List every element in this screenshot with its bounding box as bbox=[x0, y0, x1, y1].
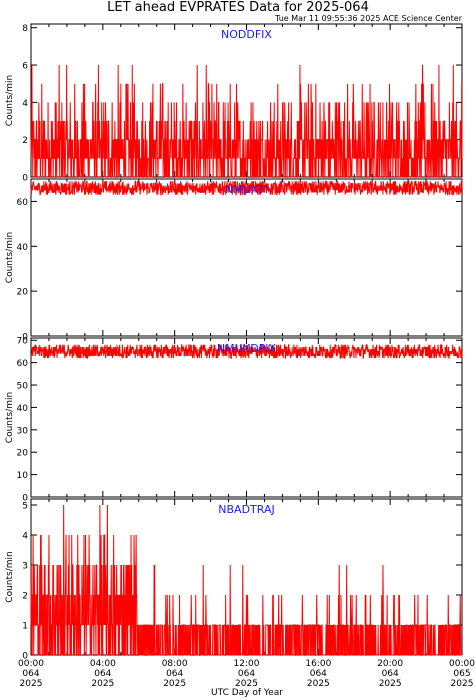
x-tick-label: 2025 bbox=[379, 679, 402, 689]
x-tick-label: 064 bbox=[22, 669, 39, 679]
y-tick-label: 2 bbox=[22, 592, 28, 602]
x-tick-label: 2025 bbox=[235, 679, 258, 689]
x-tick-label: 2025 bbox=[20, 679, 43, 689]
series-label: NODDFIX bbox=[221, 28, 272, 41]
series-label: NMUXDPIX bbox=[217, 342, 277, 355]
y-axis-label: Counts/min bbox=[5, 551, 15, 602]
x-tick-label: 064 bbox=[382, 669, 399, 679]
series-line bbox=[30, 344, 463, 359]
x-tick-label: 16:00 bbox=[305, 659, 331, 669]
figure-subtitle: Tue Mar 11 09:55:36 2025 ACE Science Cen… bbox=[274, 14, 463, 23]
y-tick-label: 6 bbox=[22, 62, 28, 72]
y-tick-label: 30 bbox=[17, 426, 29, 436]
x-tick-label: 065 bbox=[453, 669, 470, 679]
panel-1: 0 20 40 60 Counts/min NMUXTI bbox=[5, 178, 463, 343]
panel-3: 0 1 2 3 4 5 Counts/min NBADTRAJ bbox=[5, 498, 463, 662]
y-tick-label: 40 bbox=[17, 404, 29, 414]
x-axis-label: UTC Day of Year bbox=[211, 688, 283, 698]
y-axis-label: Counts/min bbox=[5, 232, 15, 283]
x-tick-label: 064 bbox=[238, 669, 255, 679]
y-axis-label: Counts/min bbox=[5, 75, 15, 126]
y-tick-label: 3 bbox=[22, 562, 28, 572]
y-tick-label: 0 bbox=[22, 494, 28, 504]
x-tick-label: 064 bbox=[94, 669, 111, 679]
x-tick-label: 20:00 bbox=[377, 659, 403, 669]
y-tick-label: 10 bbox=[17, 471, 29, 481]
panel-frame bbox=[30, 178, 463, 337]
y-tick-label: 5 bbox=[22, 502, 28, 512]
y-tick-label: 4 bbox=[22, 99, 28, 109]
x-tick-label: 00:00 bbox=[449, 659, 475, 669]
y-tick-label: 70 bbox=[17, 337, 29, 347]
y-tick-label: 0 bbox=[22, 333, 28, 343]
y-tick-label: 50 bbox=[17, 382, 29, 392]
y-tick-label: 20 bbox=[17, 449, 29, 459]
y-tick-label: 0 bbox=[22, 174, 28, 184]
series-label: NMUXTI bbox=[225, 183, 268, 196]
x-tick-label: 2025 bbox=[307, 679, 330, 689]
x-tick-label: 2025 bbox=[91, 679, 114, 689]
y-axis-label: Counts/min bbox=[5, 392, 15, 443]
figure-title: LET ahead EVPRATES Data for 2025-064 bbox=[107, 0, 369, 15]
panels: 02468Counts/minNODDFIX0204060Counts/minN… bbox=[5, 23, 463, 662]
x-tick-label: 064 bbox=[310, 669, 327, 679]
y-tick-label: 1 bbox=[22, 622, 28, 632]
x-tick-label: 2025 bbox=[451, 679, 474, 689]
y-tick-label: 60 bbox=[17, 359, 29, 369]
x-axis: 00:00064202504:00064202508:00064202512:0… bbox=[18, 659, 475, 689]
x-tick-label: 064 bbox=[166, 669, 183, 679]
x-tick-label: 00:00 bbox=[18, 659, 44, 669]
series-label: NBADTRAJ bbox=[218, 503, 274, 516]
series-line bbox=[30, 65, 463, 178]
y-tick-label: 8 bbox=[22, 24, 28, 34]
panel-2: 0 10 20 30 40 50 60 70 Counts/min NMUXDPIX bbox=[5, 337, 463, 504]
y-tick-label: 0 bbox=[22, 652, 28, 662]
series-line bbox=[30, 180, 463, 196]
series-line bbox=[30, 504, 462, 656]
x-tick-label: 12:00 bbox=[234, 659, 260, 669]
y-tick-label: 60 bbox=[17, 198, 29, 208]
panel-frame bbox=[30, 337, 463, 498]
y-tick-label: 40 bbox=[17, 243, 29, 253]
y-tick-label: 20 bbox=[17, 288, 29, 298]
x-tick-label: 08:00 bbox=[162, 659, 188, 669]
panel-0: 0 2 4 6 8 Counts/min NODDFIX bbox=[5, 23, 463, 184]
y-tick-label: 2 bbox=[22, 136, 28, 146]
y-tick-label: 4 bbox=[22, 532, 28, 542]
x-tick-label: 2025 bbox=[163, 679, 186, 689]
x-tick-label: 04:00 bbox=[90, 659, 116, 669]
